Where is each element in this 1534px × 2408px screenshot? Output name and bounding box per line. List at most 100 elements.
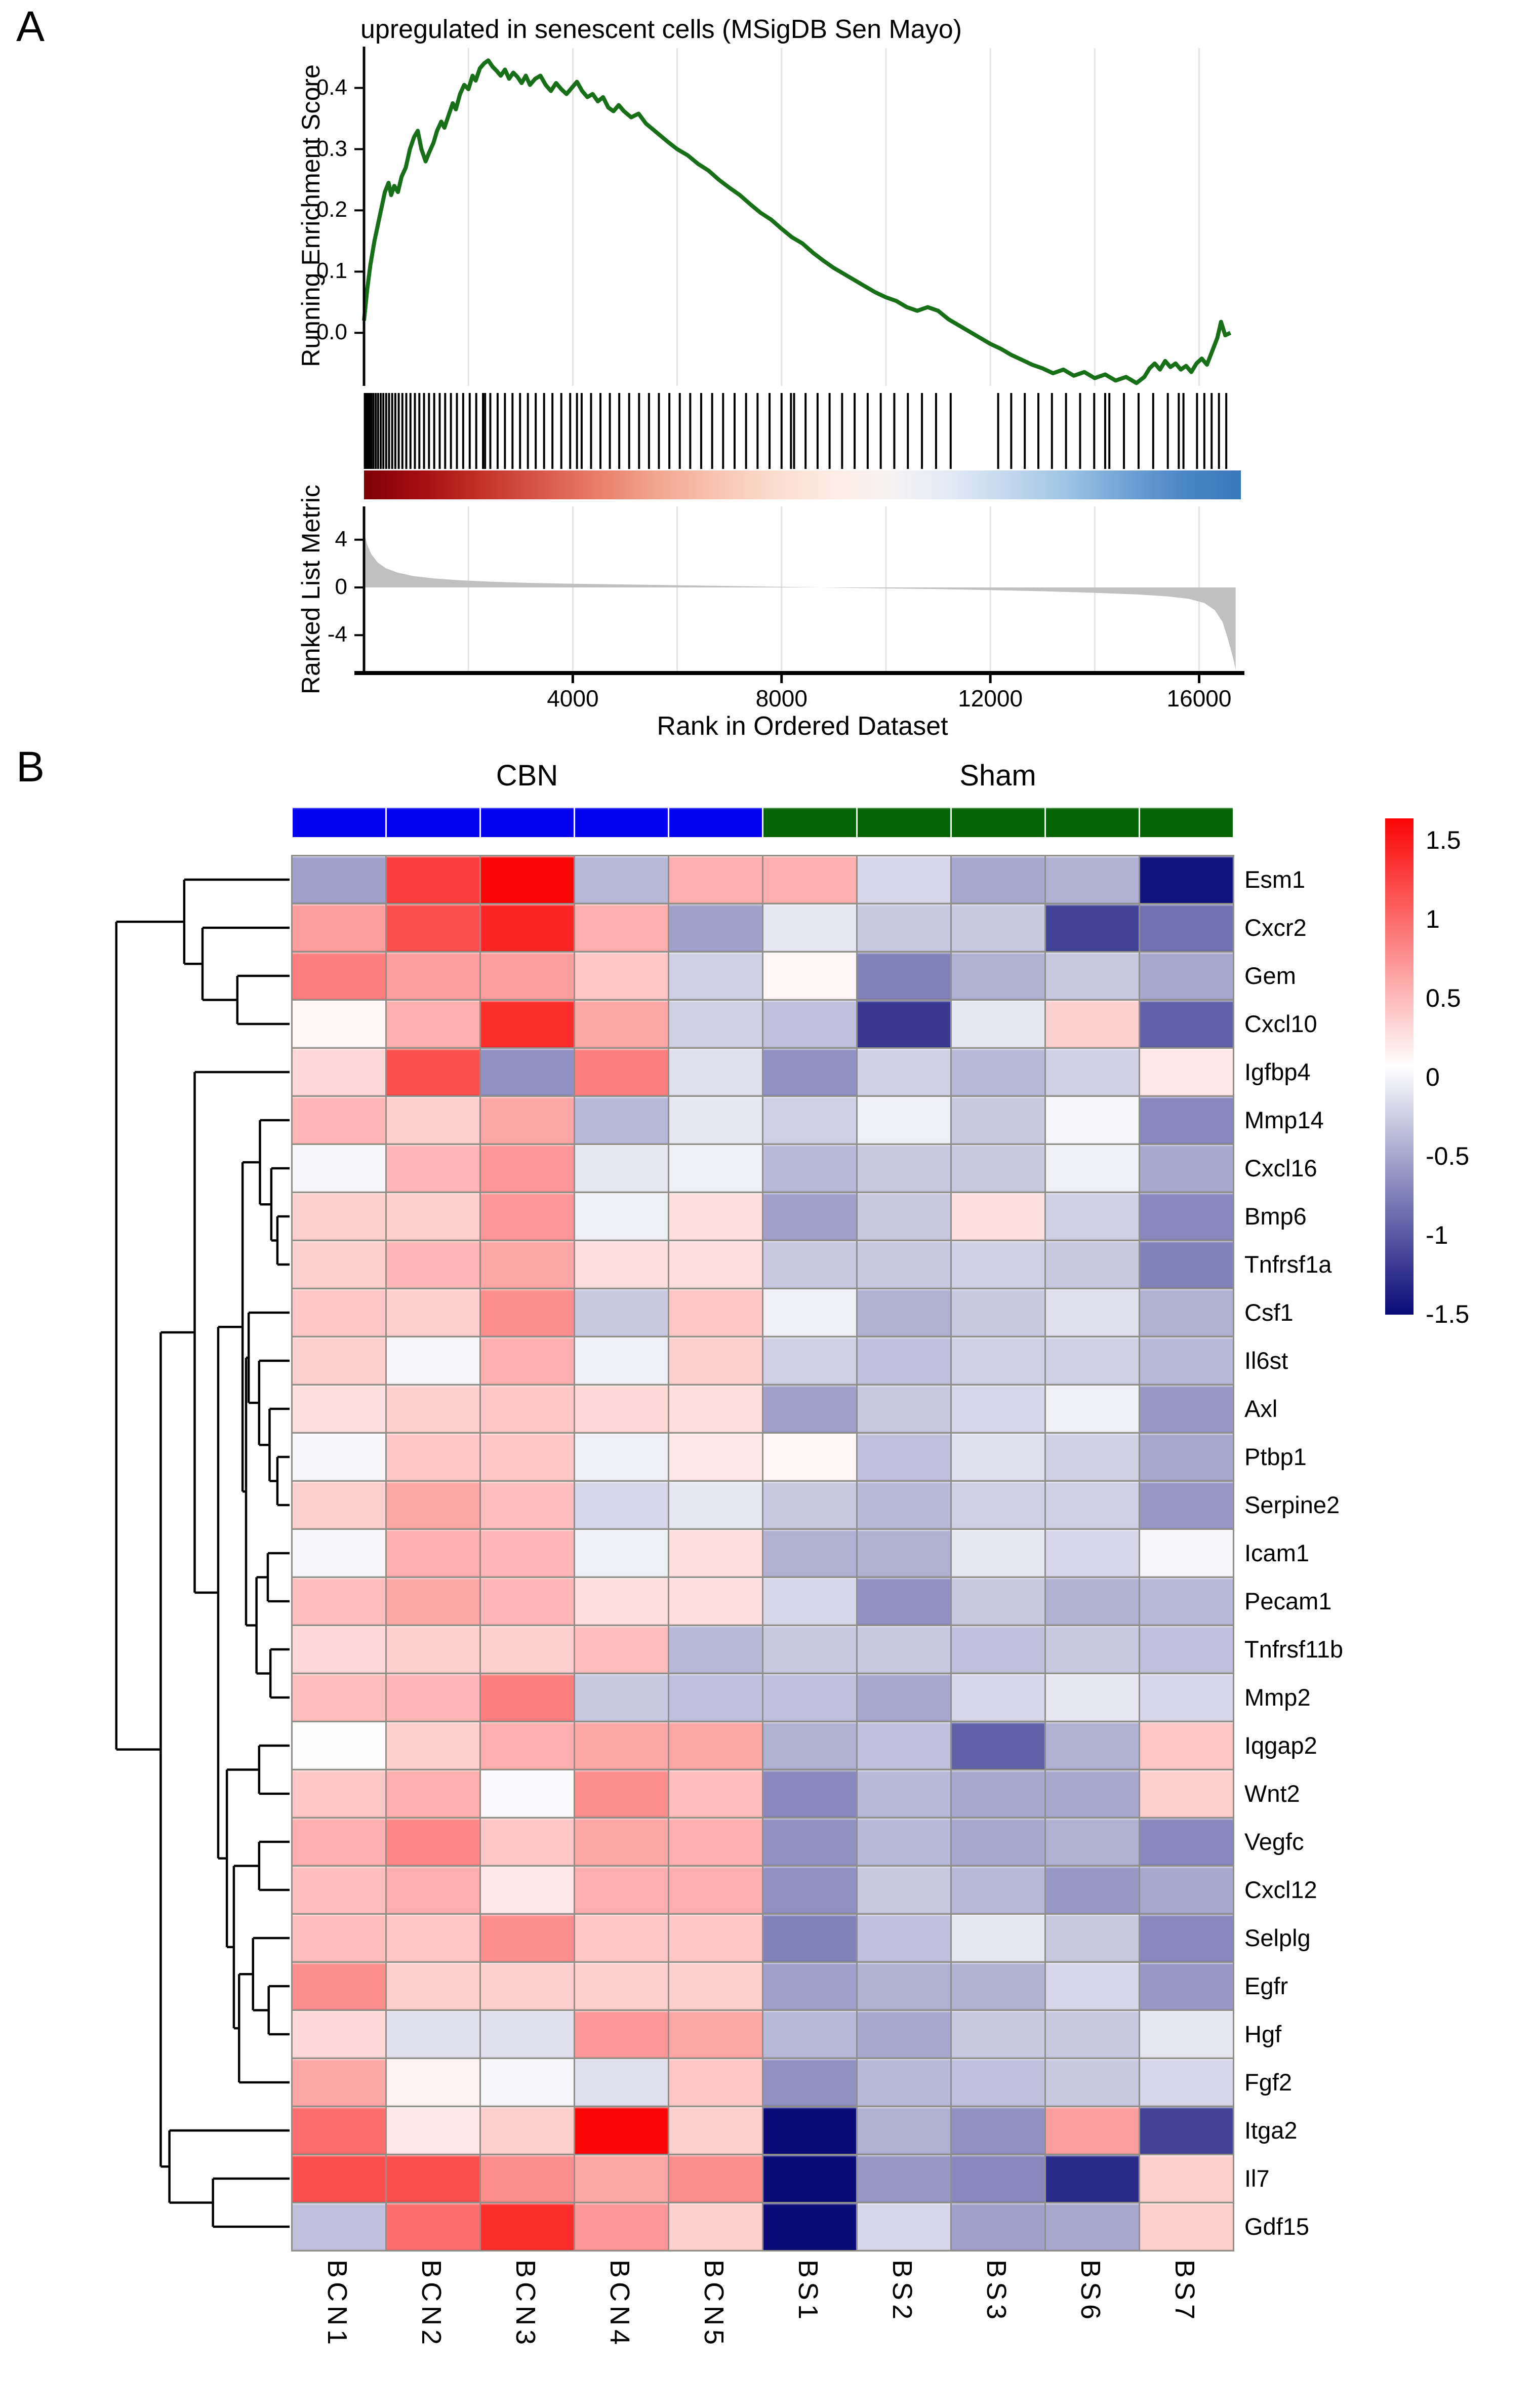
heatmap-cell-Icam1-BCN1 xyxy=(293,1530,385,1576)
heatmap-cell-Gem-BS6 xyxy=(1046,953,1139,999)
group-annotation-cell-Sham xyxy=(1046,808,1139,837)
gene-label-Igfbp4: Igfbp4 xyxy=(1244,1058,1311,1085)
heatmap-cell-Tnfrsf11b-BS7 xyxy=(1140,1626,1233,1673)
heatmap-cell-Ptbp1-BCN4 xyxy=(575,1434,668,1480)
heatmap-cell-Cxcr2-BS6 xyxy=(1046,904,1139,951)
heatmap-cell-Vegfc-BS1 xyxy=(763,1819,856,1865)
heatmap-cell-Esm1-BS2 xyxy=(858,856,950,903)
heatmap-cell-Axl-BS6 xyxy=(1046,1386,1139,1432)
group-annotation-bar xyxy=(291,806,1234,839)
heatmap-cell-Fgf2-BS6 xyxy=(1046,2059,1139,2106)
sample-label-BS3: BS3 xyxy=(981,2260,1012,2324)
sample-label-BS2: BS2 xyxy=(886,2260,917,2324)
heatmap-cell-Fgf2-BS7 xyxy=(1140,2059,1233,2106)
gene-label-Bmp6: Bmp6 xyxy=(1244,1203,1307,1230)
heatmap-cell-Gdf15-BCN4 xyxy=(575,2203,668,2250)
heatmap-cell-Csf1-BCN5 xyxy=(669,1289,762,1336)
heatmap-cell-Igfbp4-BS6 xyxy=(1046,1049,1139,1095)
heatmap-cell-Il6st-BS7 xyxy=(1140,1337,1233,1384)
heatmap-cell-Mmp2-BCN4 xyxy=(575,1674,668,1721)
heatmap-cell-Pecam1-BS3 xyxy=(952,1578,1044,1625)
heatmap-cell-Il7-BS3 xyxy=(952,2155,1044,2202)
heatmap-cell-Il6st-BCN1 xyxy=(293,1337,385,1384)
heatmap-cell-Mmp14-BCN3 xyxy=(481,1097,574,1143)
heatmap-cell-Gem-BCN1 xyxy=(293,953,385,999)
gene-label-Csf1: Csf1 xyxy=(1244,1299,1294,1326)
heatmap-cell-Il6st-BCN5 xyxy=(669,1337,762,1384)
heatmap-cell-Mmp14-BS6 xyxy=(1046,1097,1139,1143)
heatmap-cell-Egfr-BCN1 xyxy=(293,1963,385,2009)
heatmap-cell-Egfr-BS1 xyxy=(763,1963,856,2009)
heatmap-cell-Gem-BS7 xyxy=(1140,953,1233,999)
heatmap-cell-Mmp14-BS7 xyxy=(1140,1097,1233,1143)
heatmap-cell-Il6st-BS6 xyxy=(1046,1337,1139,1384)
heatmap-cell-Bmp6-BS7 xyxy=(1140,1193,1233,1240)
heatmap-cell-Cxcl10-BCN1 xyxy=(293,1001,385,1047)
heatmap-cell-Pecam1-BS1 xyxy=(763,1578,856,1625)
enrichment-score-curve xyxy=(362,58,1232,385)
heatmap-cell-Cxcl16-BCN5 xyxy=(669,1145,762,1192)
gene-label-Vegfc: Vegfc xyxy=(1244,1828,1304,1855)
legend-tick-label: 0.5 xyxy=(1426,984,1461,1012)
gene-label-Gem: Gem xyxy=(1244,962,1296,989)
heatmap-cell-Selplg-BCN3 xyxy=(481,1915,574,1961)
heatmap-cell-Serpine2-BS7 xyxy=(1140,1482,1233,1528)
gene-label-Pecam1: Pecam1 xyxy=(1244,1588,1332,1614)
xtick-label: 16000 xyxy=(1166,685,1232,712)
heatmap-cell-Gem-BCN3 xyxy=(481,953,574,999)
heatmap-cell-Egfr-BS3 xyxy=(952,1963,1044,2009)
heatmap-cell-Iqgap2-BS3 xyxy=(952,1722,1044,1769)
heatmap-cell-Cxcl12-BCN2 xyxy=(387,1867,479,1913)
heatmap-cell-Serpine2-BCN1 xyxy=(293,1482,385,1528)
heatmap-cell-Bmp6-BS2 xyxy=(858,1193,950,1240)
heatmap-cell-Gdf15-BCN2 xyxy=(387,2203,479,2250)
heatmap-cell-Vegfc-BCN1 xyxy=(293,1819,385,1865)
heatmap-cell-Tnfrsf1a-BCN3 xyxy=(481,1241,574,1288)
heatmap-cell-Itga2-BCN3 xyxy=(481,2107,574,2154)
heatmap-cell-Egfr-BS7 xyxy=(1140,1963,1233,2009)
heatmap-cell-Selplg-BS6 xyxy=(1046,1915,1139,1961)
heatmap-cell-Serpine2-BS6 xyxy=(1046,1482,1139,1528)
heatmap-cell-Esm1-BCN1 xyxy=(293,856,385,903)
heatmap-cell-Icam1-BS6 xyxy=(1046,1530,1139,1576)
heatmap-cell-Esm1-BS7 xyxy=(1140,856,1233,903)
gene-label-Hgf: Hgf xyxy=(1244,2021,1282,2047)
heatmap-cell-Tnfrsf1a-BS3 xyxy=(952,1241,1044,1288)
heatmap-cell-Cxcl10-BCN2 xyxy=(387,1001,479,1047)
heatmap-cell-Iqgap2-BS7 xyxy=(1140,1722,1233,1769)
sample-label-BS7: BS7 xyxy=(1169,2260,1200,2324)
heatmap-cell-Hgf-BS7 xyxy=(1140,2011,1233,2058)
group-label-sham: Sham xyxy=(959,759,1036,792)
heatmap-cell-Mmp14-BCN5 xyxy=(669,1097,762,1143)
sample-label-BS6: BS6 xyxy=(1075,2260,1106,2324)
heatmap-cell-Axl-BCN1 xyxy=(293,1386,385,1432)
heatmap-cell-Mmp2-BCN3 xyxy=(481,1674,574,1721)
gene-label-Esm1: Esm1 xyxy=(1244,866,1306,893)
heatmap-cell-Cxcr2-BCN3 xyxy=(481,904,574,951)
heatmap-cell-Cxcl16-BCN2 xyxy=(387,1145,479,1192)
sample-label-BCN5: BCN5 xyxy=(698,2260,729,2349)
heatmap-cell-Csf1-BCN3 xyxy=(481,1289,574,1336)
heatmap-cell-Il7-BS2 xyxy=(858,2155,950,2202)
heatmap-cell-Tnfrsf11b-BCN3 xyxy=(481,1626,574,1673)
heatmap-cell-Cxcl16-BCN4 xyxy=(575,1145,668,1192)
heatmap-cell-Serpine2-BCN3 xyxy=(481,1482,574,1528)
group-annotation-cell-CBN xyxy=(575,808,668,837)
heatmap-cell-Egfr-BCN2 xyxy=(387,1963,479,2009)
group-annotation-cell-CBN xyxy=(387,808,479,837)
heatmap-cell-Itga2-BS3 xyxy=(952,2107,1044,2154)
heatmap-cell-Axl-BCN5 xyxy=(669,1386,762,1432)
heatmap-cell-Gem-BS2 xyxy=(858,953,950,999)
heatmap-cell-Hgf-BCN1 xyxy=(293,2011,385,2058)
heatmap-cell-Gdf15-BCN5 xyxy=(669,2203,762,2250)
gene-label-Cxcl10: Cxcl10 xyxy=(1244,1010,1317,1037)
heatmap-cell-Itga2-BCN1 xyxy=(293,2107,385,2154)
heatmap-cell-Ptbp1-BCN1 xyxy=(293,1434,385,1480)
group-annotation-cell-Sham xyxy=(952,808,1044,837)
group-annotation-cell-CBN xyxy=(669,808,762,837)
heatmap-cell-Bmp6-BCN3 xyxy=(481,1193,574,1240)
heatmap-cell-Egfr-BCN3 xyxy=(481,1963,574,2009)
heatmap-cell-Ptbp1-BS1 xyxy=(763,1434,856,1480)
heatmap-cell-Cxcl12-BS6 xyxy=(1046,1867,1139,1913)
heatmap-cell-Mmp14-BS3 xyxy=(952,1097,1044,1143)
